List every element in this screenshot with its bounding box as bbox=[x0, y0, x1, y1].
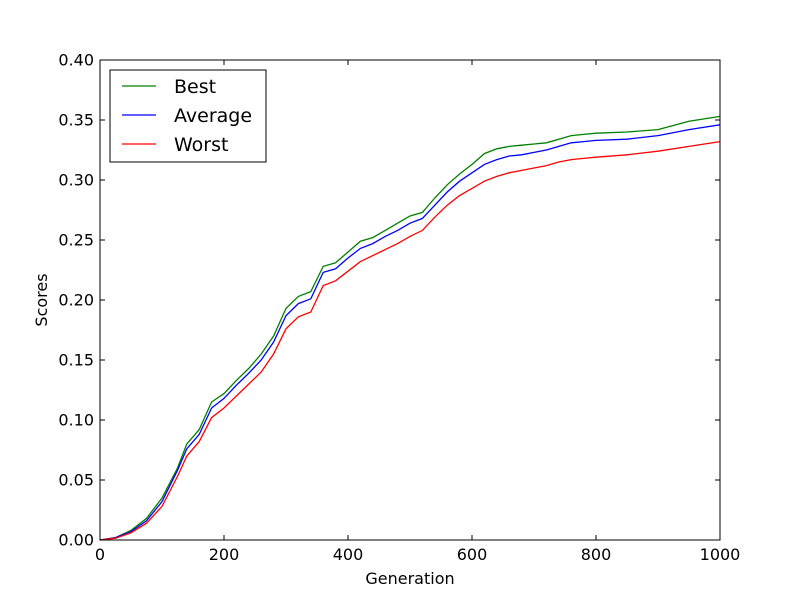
y-tick-label: 0.00 bbox=[58, 531, 94, 550]
legend-label-worst: Worst bbox=[174, 134, 228, 156]
y-tick-label: 0.30 bbox=[58, 171, 94, 190]
x-tick-label: 0 bbox=[95, 545, 105, 564]
series-line-best bbox=[99, 115, 721, 541]
x-tick-label: 1000 bbox=[700, 545, 741, 564]
series-layer bbox=[99, 115, 721, 541]
y-tick-label: 0.05 bbox=[58, 471, 94, 490]
y-tick-label: 0.25 bbox=[58, 231, 94, 250]
legend: Best Average Worst bbox=[109, 69, 267, 163]
legend-box bbox=[109, 69, 267, 163]
y-tick-label: 0.10 bbox=[58, 411, 94, 430]
legend-label-best: Best bbox=[174, 76, 216, 98]
legend-items: Best Average Worst bbox=[122, 76, 252, 156]
y-tick-label: 0.35 bbox=[58, 111, 94, 130]
y-tick-label: 0.40 bbox=[58, 51, 94, 70]
series-line-worst bbox=[99, 140, 721, 541]
legend-label-average: Average bbox=[174, 105, 252, 127]
y-tick-label: 0.20 bbox=[58, 291, 94, 310]
x-tick-label: 200 bbox=[209, 545, 240, 564]
ticks-layer: 0 200 400 600 800 1000 0.00 0.05 0.10 0.15 0.20 0.2… bbox=[58, 51, 740, 565]
x-tick-label: 800 bbox=[581, 545, 612, 564]
x-tick-label: 600 bbox=[457, 545, 488, 564]
y-tick-label: 0.15 bbox=[58, 351, 94, 370]
x-axis-label: Generation bbox=[365, 569, 454, 588]
series-line-average bbox=[99, 124, 721, 541]
x-tick-label: 400 bbox=[333, 545, 364, 564]
y-axis-label: Scores bbox=[32, 273, 51, 326]
